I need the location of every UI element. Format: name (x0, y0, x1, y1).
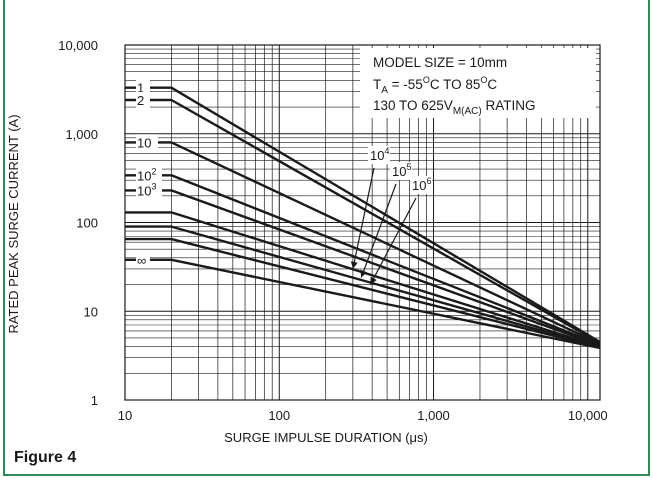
callout-label-text: 105 (392, 162, 411, 179)
x-tick-label: 100 (268, 408, 290, 423)
callout-arrowhead (350, 261, 358, 269)
callout-label-text: 106 (412, 176, 431, 193)
y-axis-label: RATED PEAK SURGE CURRENT (A) (6, 114, 21, 333)
curve-label-bg (136, 79, 150, 96)
grid (124, 44, 600, 401)
callout-label-text: 104 (370, 146, 389, 163)
figure-frame (3, 0, 650, 476)
callout-leader (369, 197, 417, 285)
x-tick-label: 10,000 (568, 408, 608, 423)
y-tick-label: 1,000 (65, 127, 98, 142)
curve-label-bg (136, 182, 162, 199)
callout-leader (352, 167, 375, 270)
curve-label: 103 (136, 181, 162, 199)
curve-label: 2 (136, 92, 150, 109)
series-line (125, 141, 601, 345)
annotation-model-size: MODEL SIZE = 10mm (373, 55, 507, 70)
callout-arrowhead (360, 269, 367, 278)
curve-label: 1 (136, 79, 150, 96)
callout-label-bg (368, 146, 390, 164)
curve-callout: 105 (360, 162, 412, 278)
series-group (125, 86, 601, 350)
curve-callout: 104 (350, 146, 390, 270)
curve-label: 102 (136, 166, 162, 184)
curve-label-bg (136, 251, 150, 268)
curve-label-text: 103 (137, 181, 156, 198)
curve-label-text: 10 (137, 135, 151, 150)
curve-label-text: 102 (137, 166, 156, 183)
annotation-box-bg (360, 48, 596, 118)
callout-label-bg (410, 176, 432, 194)
y-tick-label: 1 (91, 393, 98, 408)
callout-arrowhead (370, 276, 377, 285)
callout-leader (360, 183, 397, 278)
y-tick-label: 100 (76, 216, 98, 231)
curve-label: ∞ (136, 251, 150, 268)
curve-label-bg (136, 92, 150, 109)
series-line (125, 211, 601, 348)
y-tick-label: 10 (84, 304, 98, 319)
curve-label-bg (136, 134, 158, 151)
callout-label-bg (390, 162, 412, 180)
annotation-voltage-rating: 130 TO 625VM(AC) RATING (373, 98, 535, 117)
curve-label: 10 (136, 134, 158, 151)
figure-caption: Figure 4 (14, 449, 77, 466)
curve-callout: 106 (369, 176, 432, 285)
annotation-temperature: TA = -55OC TO 85OC (373, 75, 497, 96)
series-line (125, 225, 601, 349)
series-line (125, 237, 601, 349)
curve-label-bg (136, 167, 162, 184)
x-axis-label: SURGE IMPULSE DURATION (μs) (224, 430, 428, 445)
series-line (125, 189, 601, 347)
y-tick-label: 10,000 (58, 38, 98, 53)
curve-label-text: ∞ (137, 253, 146, 268)
x-tick-label: 10 (118, 408, 132, 423)
x-tick-label: 1,000 (417, 408, 450, 423)
curve-label-text: 2 (137, 93, 144, 108)
plot-border (124, 44, 601, 401)
curve-label-text: 1 (137, 81, 144, 96)
axes: 10 100 1,000 10,000 1 10 100 1,000 10,000 (58, 38, 607, 423)
